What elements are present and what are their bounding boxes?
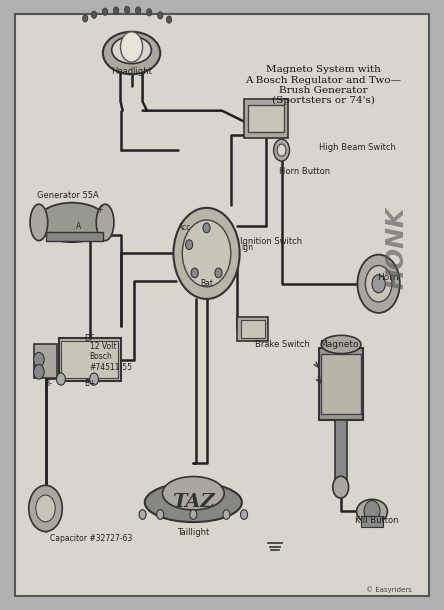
Text: High Beam Switch: High Beam Switch: [319, 143, 396, 152]
Circle shape: [191, 268, 198, 278]
Circle shape: [274, 139, 289, 161]
Circle shape: [364, 501, 380, 522]
Text: 12 Volt
Bosch
#74511-55: 12 Volt Bosch #74511-55: [90, 342, 133, 371]
Circle shape: [91, 11, 97, 18]
Circle shape: [372, 274, 385, 293]
Circle shape: [124, 6, 130, 13]
Circle shape: [103, 8, 108, 15]
Circle shape: [186, 240, 193, 249]
Circle shape: [223, 509, 230, 519]
Circle shape: [34, 353, 44, 367]
Bar: [35, 345, 56, 378]
Bar: [241, 320, 265, 339]
Circle shape: [120, 32, 143, 62]
Text: Horn Button: Horn Button: [279, 167, 330, 176]
Bar: [334, 420, 347, 481]
Circle shape: [157, 509, 164, 519]
Text: Bat: Bat: [200, 279, 213, 289]
Bar: [46, 232, 103, 241]
Ellipse shape: [96, 204, 114, 240]
Circle shape: [333, 476, 349, 498]
Bar: [361, 515, 383, 526]
Circle shape: [34, 365, 44, 379]
Text: Magneto System with
A Bosch Regulator and Two—
Brush Generator
(Sportsters or 74: Magneto System with A Bosch Regulator an…: [246, 65, 401, 106]
Ellipse shape: [112, 37, 151, 63]
FancyBboxPatch shape: [15, 13, 429, 597]
Text: Horn: Horn: [377, 273, 398, 282]
Ellipse shape: [145, 483, 242, 522]
Bar: [61, 342, 118, 378]
Ellipse shape: [30, 204, 48, 240]
Bar: [249, 105, 284, 132]
Ellipse shape: [163, 476, 224, 510]
Text: TAZ: TAZ: [172, 493, 215, 511]
Text: Ign: Ign: [241, 243, 253, 252]
Circle shape: [182, 220, 231, 287]
Circle shape: [135, 7, 141, 14]
Text: Capacitor #32727-63: Capacitor #32727-63: [50, 534, 132, 544]
Circle shape: [357, 254, 400, 313]
Text: A: A: [76, 221, 81, 231]
Circle shape: [365, 265, 392, 302]
Circle shape: [83, 15, 88, 22]
Text: Headlight: Headlight: [111, 66, 152, 76]
Ellipse shape: [103, 32, 160, 74]
Text: © Easyriders: © Easyriders: [366, 587, 412, 594]
Text: Acc: Acc: [178, 223, 191, 232]
Text: DF: DF: [84, 334, 95, 343]
Bar: [244, 99, 288, 138]
Bar: [59, 339, 120, 381]
Circle shape: [166, 16, 172, 23]
Circle shape: [147, 9, 152, 16]
Text: F: F: [99, 206, 103, 215]
Text: Brake Switch: Brake Switch: [255, 340, 310, 349]
Text: Generator 55A: Generator 55A: [37, 191, 99, 200]
Circle shape: [139, 509, 146, 519]
Circle shape: [174, 208, 240, 299]
Text: Magneto: Magneto: [319, 340, 359, 349]
Ellipse shape: [37, 203, 107, 242]
Circle shape: [277, 144, 286, 156]
Circle shape: [241, 509, 248, 519]
Bar: [319, 348, 363, 420]
Circle shape: [36, 495, 55, 522]
Text: Ignition Switch: Ignition Switch: [240, 237, 302, 246]
Circle shape: [90, 373, 99, 385]
Text: Kill Button: Kill Button: [355, 516, 398, 525]
Text: B+: B+: [84, 379, 95, 389]
Circle shape: [203, 223, 210, 233]
Bar: [321, 354, 361, 414]
Bar: [238, 317, 268, 342]
Text: Taillight: Taillight: [177, 528, 210, 537]
Ellipse shape: [357, 500, 388, 523]
Circle shape: [114, 7, 119, 14]
Text: HONK: HONK: [385, 206, 408, 289]
Circle shape: [29, 486, 62, 531]
Circle shape: [215, 268, 222, 278]
Ellipse shape: [321, 336, 361, 354]
Circle shape: [190, 509, 197, 519]
Text: B-: B-: [44, 379, 52, 389]
Circle shape: [56, 373, 65, 385]
Circle shape: [158, 12, 163, 19]
